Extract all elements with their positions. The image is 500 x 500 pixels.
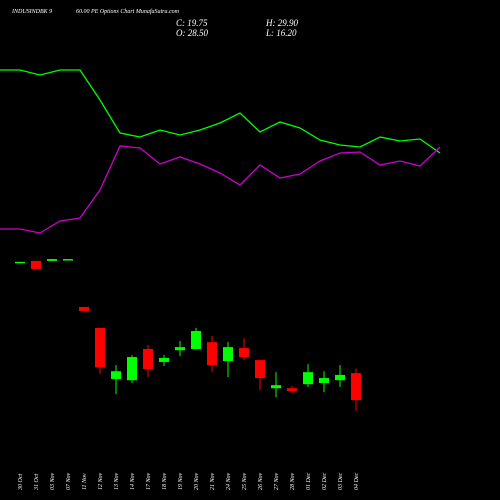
x-tick-label: 07 Nov: [66, 472, 72, 490]
candle-body: [303, 372, 313, 385]
x-tick-label: 25 Nov: [242, 472, 248, 490]
x-tick-label: 12 Nov: [98, 472, 104, 490]
candle-body: [63, 259, 73, 261]
candle-body: [191, 331, 201, 349]
x-tick-label: 01 Dec: [306, 473, 312, 490]
candle-body: [127, 357, 137, 381]
candle-body: [175, 347, 185, 351]
candle-body: [319, 378, 329, 383]
candle-body: [111, 371, 121, 379]
x-tick-label: 26 Nov: [258, 472, 264, 490]
x-tick-label: 27 Nov: [274, 472, 280, 490]
candle-body: [95, 327, 105, 368]
candle-body: [239, 348, 249, 358]
x-tick-label: 21 Nov: [210, 472, 216, 490]
x-tick-label: 14 Nov: [129, 472, 136, 490]
candle-body: [143, 348, 153, 370]
x-tick-label: 17 Nov: [146, 472, 152, 490]
x-tick-label: 03 Dec: [338, 473, 344, 490]
x-tick-label: 24 Nov: [225, 472, 232, 490]
candle-body: [223, 347, 233, 362]
x-tick-label: 13 Nov: [114, 472, 120, 490]
x-tick-label: 03 Nov: [50, 472, 56, 490]
x-tick-label: 19 Nov: [178, 472, 184, 490]
title-right: 60.00 PE Options Chart MunafaSutra.com: [76, 8, 180, 15]
candle-body: [287, 388, 297, 392]
candle-body: [31, 260, 41, 269]
candle-body: [255, 360, 265, 379]
x-tick-label: 30 Oct: [18, 474, 24, 491]
candle-body: [335, 374, 345, 381]
candle-body: [47, 259, 57, 261]
info-low: L: 16.20: [265, 28, 297, 38]
x-tick-label: 11 Nov: [82, 473, 88, 490]
info-high: H: 29.90: [265, 18, 298, 28]
line-series: [0, 145, 441, 234]
candle-body: [159, 357, 169, 362]
x-tick-label: 18 Nov: [162, 472, 168, 490]
x-tick-label: 28 Nov: [290, 472, 296, 490]
line-series: [0, 69, 441, 154]
title-left: INDUSINDBK 9: [11, 9, 52, 15]
candle-body: [271, 385, 281, 389]
x-tick-label: 04 Dec: [353, 473, 360, 490]
x-tick-label: 20 Nov: [194, 472, 200, 490]
candle-body: [15, 261, 25, 264]
candle-body: [207, 342, 217, 366]
candle-body: [351, 373, 361, 401]
candle-body: [79, 306, 89, 311]
info-close: C: 19.75: [176, 18, 208, 28]
x-tick-label: 02 Dec: [322, 473, 328, 490]
info-open: O: 28.50: [176, 28, 208, 38]
x-tick-label: 31 Oct: [34, 474, 40, 491]
